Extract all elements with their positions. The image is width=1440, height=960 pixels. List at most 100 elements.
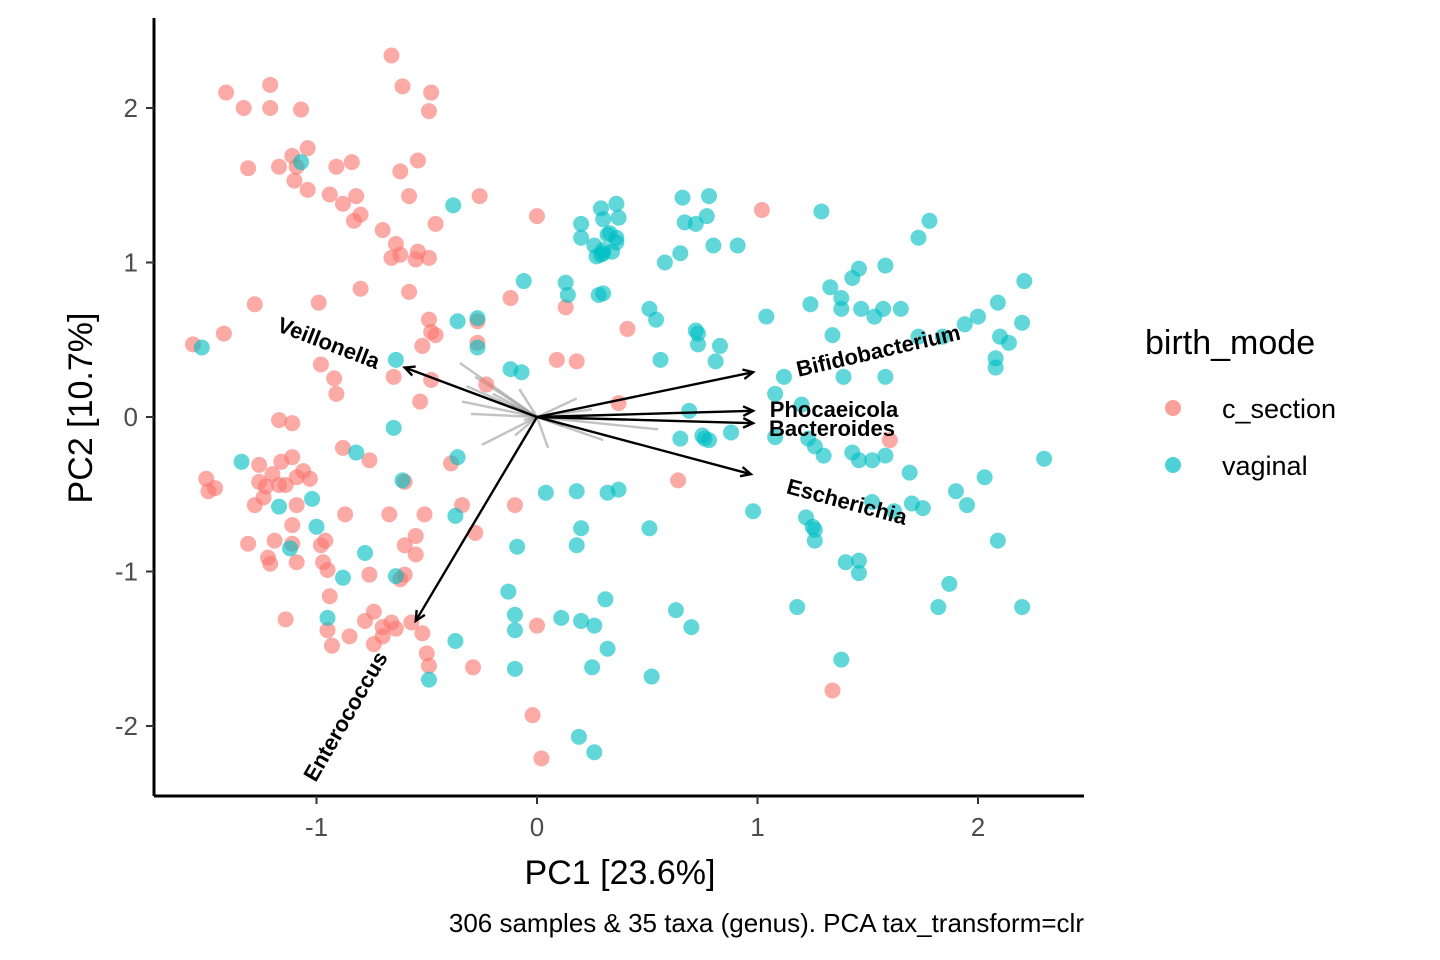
point-vaginal (941, 575, 958, 592)
loading-label: Enterococcus (298, 647, 392, 786)
point-c-section (262, 100, 279, 116)
point-vaginal (758, 308, 775, 325)
point-c-section (529, 617, 545, 634)
point-vaginal (559, 286, 576, 303)
point-vaginal (1014, 599, 1031, 616)
point-vaginal (506, 622, 523, 639)
point-vaginal (947, 483, 964, 500)
point-c-section (271, 412, 288, 429)
point-vaginal (813, 203, 830, 220)
point-vaginal (672, 430, 689, 447)
point-vaginal (656, 254, 673, 271)
point-c-section (288, 554, 305, 571)
point-vaginal (806, 532, 823, 549)
point-c-section (319, 622, 336, 639)
point-c-section (352, 280, 369, 297)
point-vaginal (193, 339, 210, 356)
legend-key-c-section (1165, 400, 1181, 416)
point-c-section (343, 154, 360, 171)
point-c-section (277, 476, 294, 493)
point-vaginal (864, 452, 881, 469)
point-vaginal (921, 212, 938, 229)
loading-arrow (536, 415, 754, 425)
point-c-section (381, 506, 398, 523)
point-c-section (299, 181, 316, 198)
point-c-section (392, 163, 409, 180)
point-c-section (427, 327, 444, 344)
point-vaginal (445, 197, 462, 214)
point-vaginal (987, 359, 1004, 376)
point-vaginal (1000, 334, 1017, 351)
point-vaginal (775, 368, 792, 385)
point-c-section (420, 249, 437, 266)
point-c-section (246, 497, 263, 514)
point-c-section (407, 527, 424, 544)
point-vaginal (958, 497, 975, 514)
x-tick-label: 1 (750, 812, 764, 842)
point-vaginal (833, 290, 850, 307)
loading-arrowhead (739, 466, 754, 478)
point-c-section (251, 456, 268, 473)
point-vaginal (447, 507, 464, 524)
point-vaginal (387, 351, 404, 368)
point-vaginal (729, 237, 746, 254)
minor-loading-line (523, 415, 538, 422)
point-c-section (246, 296, 263, 313)
point-vaginal (835, 368, 852, 385)
point-vaginal (901, 464, 918, 481)
point-vaginal (689, 336, 706, 353)
minor-loading-line (470, 412, 538, 419)
point-c-section (365, 603, 382, 620)
y-tick-label: 0 (124, 402, 138, 432)
legend-label-c-section: c_section (1222, 394, 1336, 424)
point-c-section (383, 47, 400, 64)
point-c-section (317, 532, 334, 549)
loading-label: Veillonella (274, 312, 384, 374)
point-c-section (529, 208, 545, 225)
loading-label: Phocaeicola (770, 397, 899, 422)
point-c-section (215, 325, 232, 342)
loading-label: Bacteroides (769, 416, 895, 441)
point-c-section (465, 659, 482, 676)
loading-arrowhead (742, 368, 756, 380)
axis-ticks: -1 0 1 2 -2 -1 0 1 2 (115, 93, 985, 842)
point-c-section (401, 188, 418, 205)
point-c-section (824, 682, 841, 699)
point-c-section (427, 215, 444, 232)
x-tick-label: 0 (530, 812, 544, 842)
point-vaginal (683, 619, 700, 636)
point-vaginal (705, 237, 722, 254)
minor-loading-line (461, 400, 538, 419)
point-vaginal (1016, 273, 1033, 290)
point-vaginal (500, 583, 517, 600)
point-c-section (328, 385, 345, 402)
point-vaginal (910, 328, 927, 345)
loading-arrowhead (414, 609, 426, 624)
point-vaginal (597, 591, 614, 608)
y-tick-label: 1 (124, 248, 138, 278)
point-vaginal (610, 481, 627, 498)
point-vaginal (930, 599, 947, 616)
point-vaginal (509, 538, 526, 555)
point-c-section (420, 103, 437, 120)
y-axis-title: PC2 [10.7%] (62, 313, 100, 504)
point-vaginal (506, 606, 523, 623)
point-vaginal (568, 537, 585, 554)
point-vaginal (449, 313, 466, 330)
point-vaginal (568, 483, 585, 500)
point-c-section (334, 439, 351, 456)
point-vaginal (573, 229, 590, 246)
point-vaginal (469, 310, 486, 327)
point-vaginal (672, 245, 689, 262)
point-c-section (273, 453, 290, 470)
point-c-section (312, 356, 329, 373)
point-c-section (334, 195, 351, 212)
point-c-section (533, 750, 550, 767)
point-c-section (361, 566, 378, 583)
y-tick-label: -2 (115, 711, 138, 741)
point-vaginal (648, 311, 665, 328)
point-vaginal (573, 612, 590, 629)
scatter-points (185, 47, 1053, 767)
point-vaginal (1036, 450, 1053, 467)
point-c-section (471, 188, 488, 205)
